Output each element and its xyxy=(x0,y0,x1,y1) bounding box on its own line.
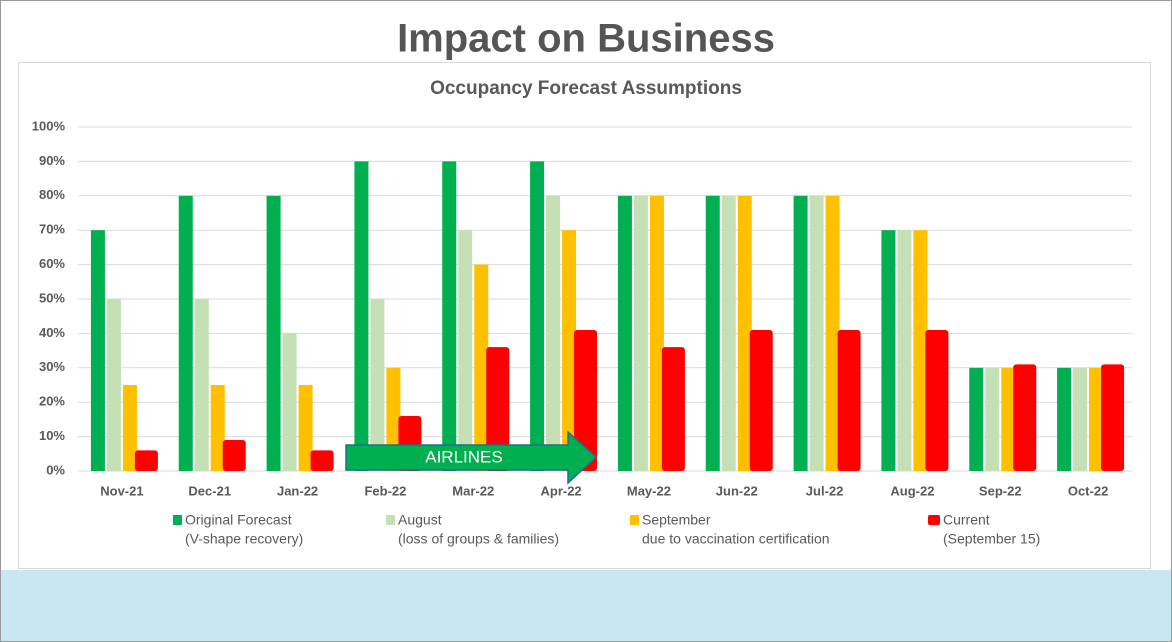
y-tick-label: 40% xyxy=(39,325,65,340)
bar xyxy=(486,347,510,471)
bar xyxy=(825,195,840,472)
bar xyxy=(106,299,121,471)
x-tick-label: Jul-22 xyxy=(806,483,844,498)
bar xyxy=(530,161,545,471)
x-tick-label: Sep-22 xyxy=(979,483,1022,498)
bar xyxy=(178,195,193,472)
bar xyxy=(985,367,1000,471)
bar xyxy=(737,195,752,472)
y-tick-label: 0% xyxy=(46,462,65,477)
bottom-band xyxy=(1,570,1171,641)
bar xyxy=(562,230,577,471)
bar xyxy=(809,195,824,472)
bar xyxy=(633,195,648,472)
bar xyxy=(881,230,896,471)
bar xyxy=(649,195,664,472)
bar xyxy=(354,161,369,471)
x-tick-label: Dec-21 xyxy=(188,483,231,498)
bar xyxy=(122,385,137,471)
bar xyxy=(897,230,912,471)
bar xyxy=(617,195,632,472)
y-tick-label: 100% xyxy=(32,118,66,133)
bar xyxy=(925,329,949,471)
x-tick-label: Nov-21 xyxy=(100,483,143,498)
bar xyxy=(210,385,225,471)
bar xyxy=(282,333,297,471)
y-tick-label: 70% xyxy=(39,222,65,237)
bar xyxy=(913,230,928,471)
y-tick-label: 50% xyxy=(39,290,65,305)
bar xyxy=(1013,364,1037,471)
legend-note: (September 15) xyxy=(943,531,1040,547)
legend-note: (loss of groups & families) xyxy=(398,531,559,547)
legend-label: September xyxy=(642,512,711,528)
bar xyxy=(574,329,598,471)
bar xyxy=(266,195,281,472)
page-title: Impact on Business xyxy=(397,17,775,61)
x-tick-label: May-22 xyxy=(627,483,671,498)
annotation-arrow xyxy=(345,430,598,485)
chart-title: Occupancy Forecast Assumptions xyxy=(430,78,742,99)
legend-swatch xyxy=(630,515,639,525)
bar xyxy=(458,230,473,471)
bar xyxy=(721,195,736,472)
bar xyxy=(194,299,209,471)
y-tick-label: 10% xyxy=(39,428,65,443)
x-tick-label: Aug-22 xyxy=(890,483,934,498)
y-tick-label: 80% xyxy=(39,187,65,202)
bar xyxy=(1073,367,1088,471)
bar xyxy=(298,385,313,471)
x-tick-label: Jan-22 xyxy=(277,483,318,498)
bar xyxy=(837,329,861,471)
legend-label: Current xyxy=(943,512,990,528)
bar xyxy=(793,195,808,472)
bar xyxy=(310,450,334,471)
bar xyxy=(1001,367,1016,471)
x-tick-label: Mar-22 xyxy=(452,483,494,498)
legend-note: (V-shape recovery) xyxy=(185,531,303,547)
bar xyxy=(90,230,105,471)
y-tick-label: 60% xyxy=(39,256,65,271)
legend-swatch xyxy=(173,515,182,525)
bar xyxy=(705,195,720,472)
x-tick-label: Jun-22 xyxy=(716,483,758,498)
y-tick-label: 20% xyxy=(39,394,65,409)
bar xyxy=(134,450,158,471)
x-tick-label: Feb-22 xyxy=(364,483,406,498)
bar xyxy=(474,264,489,471)
y-tick-label: 90% xyxy=(39,153,65,168)
legend-label: Original Forecast xyxy=(185,512,292,528)
bar xyxy=(1089,367,1104,471)
y-tick-label: 30% xyxy=(39,359,65,374)
annotation-label: AIRLINES xyxy=(425,447,502,466)
x-tick-label: Oct-22 xyxy=(1068,483,1108,498)
bar xyxy=(749,329,773,471)
legend-label: August xyxy=(398,512,442,528)
bar xyxy=(442,161,457,471)
legend-note: due to vaccination certification xyxy=(642,531,830,547)
bar xyxy=(1101,364,1125,471)
bar xyxy=(222,440,246,471)
x-tick-label: Apr-22 xyxy=(540,483,581,498)
bar xyxy=(546,195,561,472)
bar xyxy=(969,367,984,471)
legend-swatch xyxy=(386,515,395,525)
legend-swatch xyxy=(928,515,940,525)
bar xyxy=(661,347,685,471)
bar xyxy=(370,299,385,471)
bar xyxy=(1057,367,1072,471)
